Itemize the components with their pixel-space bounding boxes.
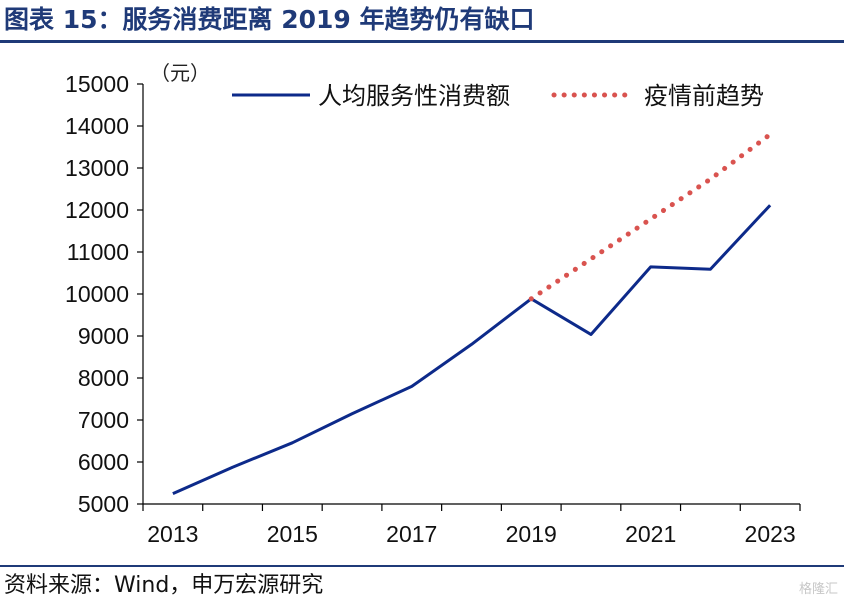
page-title: 图表 15：服务消费距离 2019 年趋势仍有缺口: [4, 5, 535, 34]
y-tick-label: 11000: [67, 239, 129, 265]
series-line-services: [172, 204, 772, 496]
y-tick-label: 8000: [78, 365, 129, 391]
x-tick-label: 2019: [506, 521, 557, 547]
y-tick-label: 14000: [65, 113, 129, 139]
watermark: 格隆汇: [798, 582, 838, 597]
x-tick-label: 2023: [745, 521, 796, 547]
y-tick-label: 10000: [65, 281, 129, 307]
title-bar: 图表 15：服务消费距离 2019 年趋势仍有缺口: [0, 0, 844, 44]
y-tick-label: 9000: [78, 323, 129, 349]
legend-label-trend: 疫情前趋势: [644, 83, 764, 110]
legend-label-services: 人均服务性消费额: [318, 83, 510, 110]
series-layer: [172, 131, 773, 496]
y-tick-label: 6000: [78, 449, 129, 475]
line-chart: （元） 5000 6000 7000 8000 9000 10000 11000 12000 1…: [65, 62, 801, 547]
series-line-trend: [528, 131, 773, 302]
legend: 人均服务性消费额 疫情前趋势: [232, 83, 764, 110]
y-tick-label: 5000: [78, 491, 129, 517]
x-tick-label: 2015: [267, 521, 318, 547]
source-note: 资料来源：Wind，申万宏源研究: [4, 573, 324, 598]
x-tick-label: 2017: [386, 521, 437, 547]
y-tick-label: 7000: [78, 407, 129, 433]
y-tick-label: 12000: [65, 197, 129, 223]
x-axis: 2013 2015 2017 2019 2021 2023: [142, 503, 801, 547]
y-unit-label: （元）: [150, 62, 210, 85]
footer-divider: [0, 565, 844, 567]
title-divider: [0, 40, 844, 43]
y-tick-label: 13000: [65, 155, 129, 181]
y-tick-label: 15000: [65, 71, 129, 97]
y-axis: 5000 6000 7000 8000 9000 10000 11000 12000 13000…: [65, 71, 144, 517]
x-tick-label: 2021: [625, 521, 676, 547]
x-tick-label: 2013: [147, 521, 198, 547]
